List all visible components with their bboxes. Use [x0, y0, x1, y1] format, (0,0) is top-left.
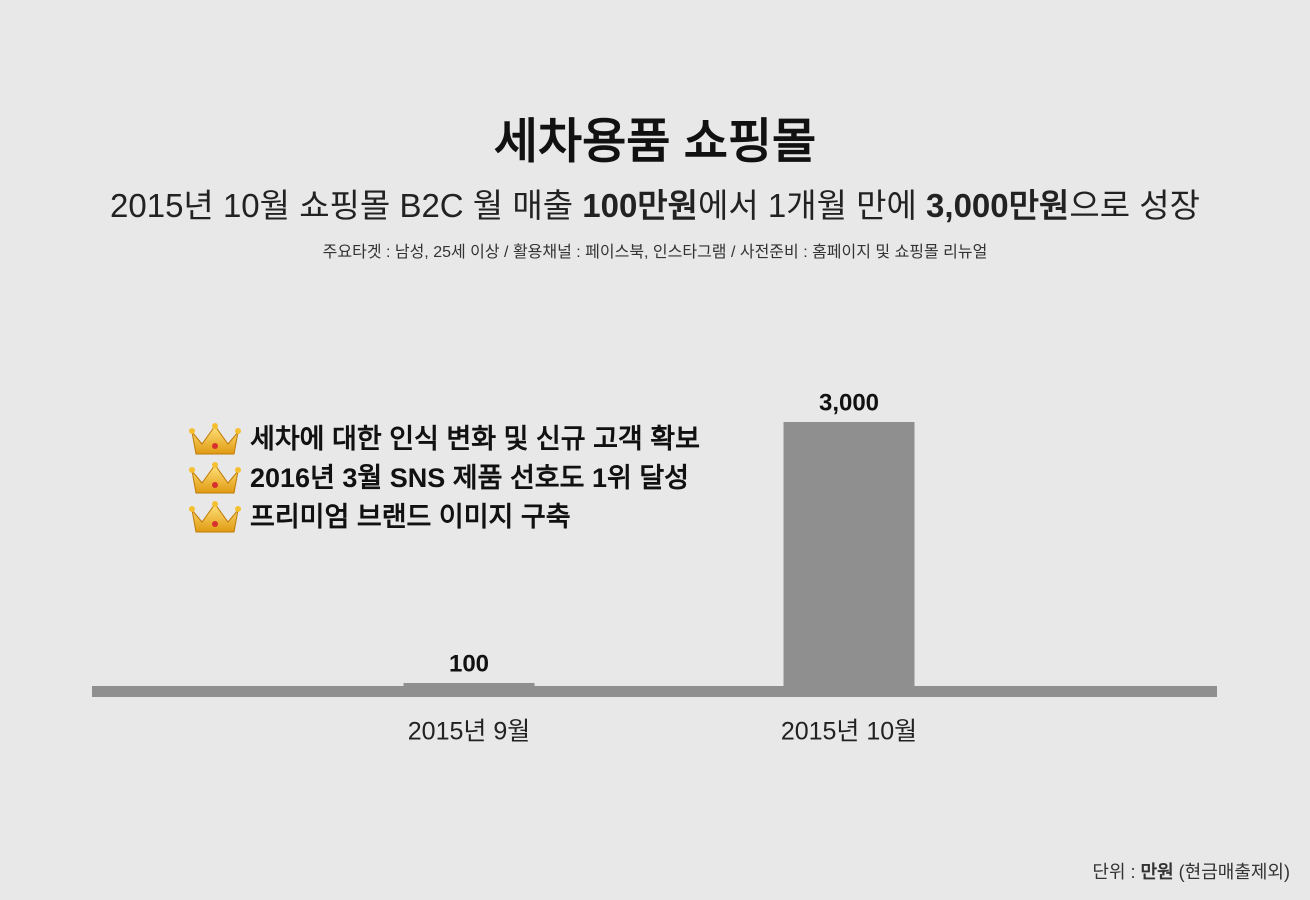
unit-note: 단위 : 만원 (현금매출제외): [1092, 862, 1290, 882]
x-tick-label: 2015년 9월: [408, 718, 530, 746]
unit-note-part: (현금매출제외): [1174, 862, 1290, 882]
x-tick-label: 2015년 10월: [781, 718, 917, 746]
subtitle-part: 3,000만원: [926, 187, 1069, 224]
annotation: 2016년 3월 SNS 제품 선호도 1위 달성: [250, 463, 689, 493]
subtitle-part: 으로 성장: [1069, 187, 1200, 224]
value-label: 3,000: [819, 389, 879, 416]
subtitle: 2015년 10월 쇼핑몰 B2C 월 매출 100만원에서 1개월 만에 3,…: [110, 187, 1200, 224]
subtitle-part: 2015년 10월 쇼핑몰 B2C 월 매출: [110, 187, 582, 224]
subtitle-part: 100만원: [582, 187, 698, 224]
chart-title: 세차용품 쇼핑몰: [494, 116, 816, 169]
bar: [403, 683, 535, 692]
annotation: 세차에 대한 인식 변화 및 신규 고객 확보: [250, 424, 700, 454]
unit-note-part: 단위 :: [1092, 862, 1140, 882]
baseline: [92, 686, 1217, 697]
info-line: 주요타겟 : 남성, 25세 이상 / 활용채널 : 페이스북, 인스타그램 /…: [323, 243, 988, 261]
unit-note-part: 만원: [1141, 862, 1174, 882]
crown-icon: [188, 422, 242, 455]
value-label: 100: [449, 650, 489, 677]
crown-icon: [188, 500, 242, 533]
subtitle-part: 에서 1개월 만에: [698, 187, 926, 224]
crown-icon: [188, 461, 242, 494]
annotation: 프리미엄 브랜드 이미지 구축: [250, 502, 571, 532]
bar: [783, 422, 915, 692]
